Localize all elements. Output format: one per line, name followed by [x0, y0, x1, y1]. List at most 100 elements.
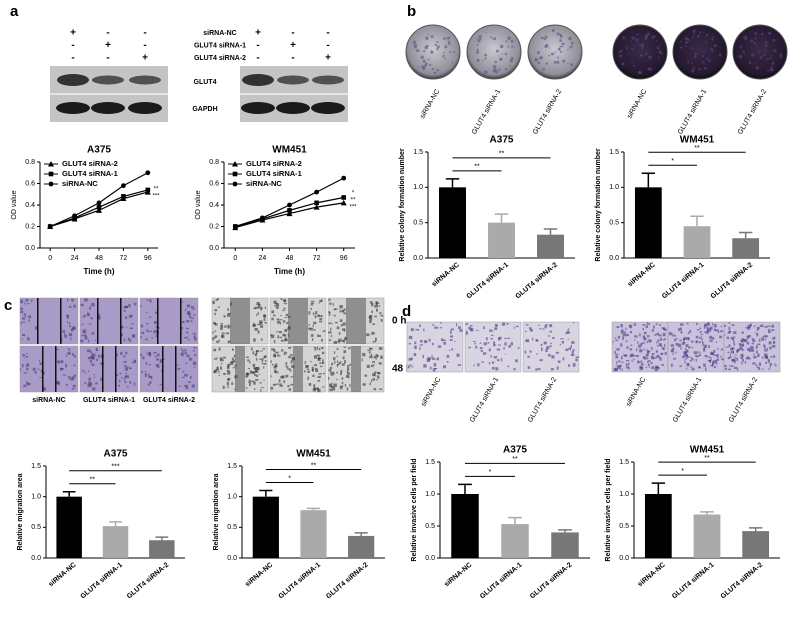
colony: [691, 62, 693, 65]
bar: [252, 496, 279, 558]
cell: [677, 343, 682, 348]
colony: [691, 47, 693, 50]
cell: [289, 354, 293, 356]
cell: [185, 386, 189, 389]
colony: [413, 43, 418, 48]
cell: [328, 376, 330, 380]
y-tick-label: 0.0: [619, 555, 629, 562]
colony: [498, 55, 500, 57]
cell: [379, 388, 383, 391]
colony: [499, 57, 503, 61]
cell: [92, 387, 96, 391]
cell: [641, 342, 646, 344]
cell: [190, 306, 195, 309]
cell: [222, 359, 224, 362]
cell: [647, 360, 651, 362]
cell: [369, 318, 373, 321]
cell: [744, 339, 748, 343]
cell: [253, 381, 256, 385]
cell: [259, 350, 263, 352]
cell: [710, 335, 712, 338]
cell: [431, 342, 434, 346]
cell: [720, 325, 722, 328]
cell: [118, 384, 120, 387]
cell: [651, 346, 653, 351]
cell: [338, 332, 341, 335]
cell: [423, 340, 428, 344]
cell: [343, 312, 346, 315]
cell: [252, 363, 256, 368]
cell: [255, 353, 257, 357]
cell: [31, 299, 33, 302]
cell: [331, 362, 334, 366]
cell: [538, 324, 540, 327]
cell: [144, 373, 147, 377]
cell: [23, 372, 27, 374]
cell: [685, 337, 690, 340]
cell: [286, 321, 289, 325]
cell: [627, 362, 630, 365]
cell: [473, 340, 476, 342]
cell: [330, 385, 334, 389]
cell: [479, 347, 483, 350]
cell: [339, 309, 341, 313]
colony: [540, 36, 543, 39]
cell: [270, 360, 272, 363]
marker: [96, 200, 102, 206]
cell: [695, 340, 698, 344]
x-tick-label: GLUT4 siRNA-2: [529, 562, 574, 601]
cell: [284, 339, 286, 342]
cell: [273, 353, 276, 357]
cell: [450, 335, 454, 338]
cell: [731, 358, 735, 362]
colony: [509, 59, 513, 63]
cell: [685, 355, 688, 358]
cell: [180, 348, 182, 351]
cell: [380, 314, 384, 317]
cell: [283, 334, 287, 337]
wound-edge: [60, 298, 62, 344]
cell: [279, 331, 282, 334]
cell: [254, 306, 258, 309]
cell: [191, 384, 195, 388]
colony: [754, 62, 756, 64]
cell: [225, 332, 229, 335]
colony: [501, 53, 503, 55]
colony: [659, 44, 662, 46]
x-tick-label: 96: [144, 255, 152, 262]
cell: [27, 303, 30, 305]
x-tick-label: siRNA-NC: [627, 262, 657, 289]
cell: [343, 339, 345, 343]
cell: [68, 348, 70, 351]
cell: [218, 347, 221, 351]
cell: [289, 370, 292, 372]
cell: [87, 339, 90, 343]
cell: [255, 349, 260, 353]
cell: [535, 340, 539, 342]
chart-title: WM451: [272, 145, 307, 156]
cell: [62, 374, 66, 376]
cell: [497, 344, 501, 346]
cell: [622, 336, 625, 340]
cell: [256, 313, 258, 317]
cell: [216, 366, 219, 369]
cell: [457, 364, 462, 366]
colony: [504, 68, 508, 71]
cell: [184, 349, 186, 351]
cell: [543, 341, 547, 345]
cell: [226, 365, 230, 370]
cell: [495, 367, 499, 371]
cell: [73, 364, 76, 367]
y-tick-label: 1.0: [619, 491, 629, 498]
cell: [65, 383, 68, 386]
cell: [192, 308, 195, 310]
marker: [314, 189, 320, 195]
cell: [83, 334, 87, 337]
cell: [257, 304, 261, 306]
cell: [278, 354, 281, 357]
cell: [332, 371, 335, 375]
cell: [28, 315, 32, 319]
colony: [764, 40, 768, 44]
cell: [441, 338, 443, 342]
cell: [185, 327, 190, 330]
